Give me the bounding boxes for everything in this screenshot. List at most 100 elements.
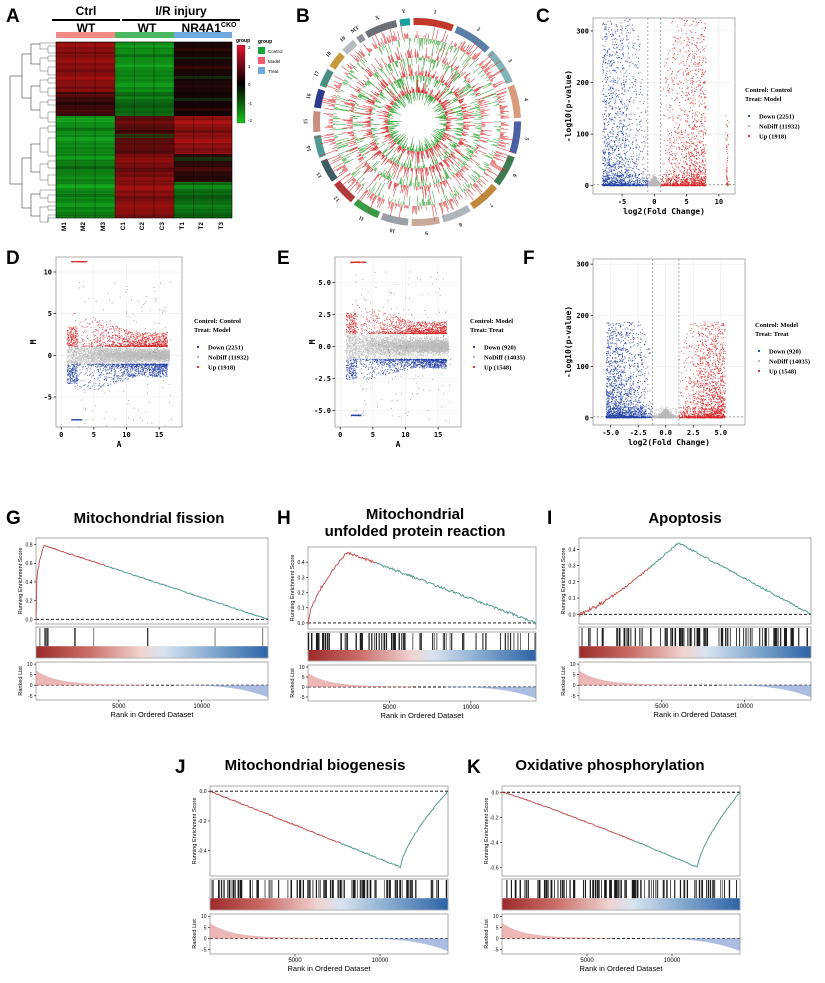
- rank-color-strip: [210, 898, 448, 910]
- rank-color-strip: [579, 646, 811, 658]
- chromosome-arc-9: [411, 216, 441, 226]
- chromosome-label-2: 2: [475, 26, 481, 33]
- panel-j-gsea: 5000 10000 0.0 -0.2 -0.4 -5 0 5 10 Rank in Ordere…: [178, 780, 458, 978]
- es-ytick-0.8: 0.8: [26, 543, 33, 549]
- legend-control: Control: Control: [745, 87, 792, 94]
- circos-ideogram: [313, 18, 521, 226]
- sample-label-c1: C1: [120, 222, 127, 231]
- es-curve-segment-1: [501, 791, 634, 841]
- es-curve-segment-2: [648, 542, 812, 615]
- chromosome-arc-14: [313, 134, 326, 158]
- ranked-ytick-5: 5: [204, 925, 207, 931]
- nr4a1-base: NR4A1: [182, 21, 221, 35]
- chromosome-label-11: 11: [358, 214, 366, 222]
- ranked-negative-area: [175, 685, 269, 698]
- ranked-ytick--5: -5: [202, 948, 207, 954]
- xtick-2.5: 2.5: [687, 429, 700, 437]
- panel-a-subheader-ctrl-wt: WT: [52, 21, 120, 35]
- panel-f-label: F: [523, 248, 535, 270]
- chromosome-arc-8: [441, 205, 471, 223]
- xtick-10: 10: [715, 198, 723, 206]
- colorbar-tick-m2: -2: [248, 118, 252, 123]
- ranked-ytick-10: 10: [201, 914, 207, 920]
- xtick-5.0: 5.0: [714, 429, 727, 437]
- es-ytick--0.4: -0.4: [198, 849, 207, 855]
- panel-i-gsea: 5000 10000 0.0 0.1 0.2 0.3 0.4 -5 0 5 10 Rank in Or…: [549, 532, 821, 722]
- chromosome-label-9: 9: [425, 229, 428, 235]
- es-panel-frame: [578, 537, 812, 625]
- chromosome-arc-3: [487, 50, 513, 85]
- data-points: [344, 261, 452, 423]
- sample-label-t1: T1: [179, 222, 186, 230]
- rank-color-strip: [308, 649, 536, 661]
- panel-j-label: J: [175, 757, 186, 779]
- data-points: [64, 260, 172, 428]
- chromosome-label-10: 10: [389, 226, 396, 233]
- panel-a-sample-labels: M1 M2 M3 C1 C2 C3 T1 T2 T3: [61, 222, 225, 231]
- ytick-100: 100: [576, 131, 589, 139]
- es-ytick-0.0: 0.0: [492, 790, 499, 796]
- panel-k-label: K: [467, 757, 481, 779]
- chromosome-arc-5: [509, 121, 521, 154]
- legend-control: Control: Model: [755, 322, 798, 329]
- ytick--5: -5: [44, 394, 52, 402]
- panel-f-volcano: -5.0 -2.5 0.0 2.5 5.0 0 100 200 300 log2(Fold Cha…: [533, 245, 825, 467]
- ranked-ytick-5: 5: [496, 925, 499, 931]
- chromosome-label-1: 1: [433, 10, 437, 16]
- chromosome-arc-15: [313, 111, 321, 133]
- gsea-y-axis-label-bottom: Ranked List: [561, 666, 567, 696]
- xtick-5000: 5000: [383, 705, 397, 711]
- es-ytick-0.4: 0.4: [26, 580, 33, 586]
- xtick-5: 5: [92, 431, 96, 439]
- y-axis-label: M: [29, 339, 38, 344]
- circos-track-4: [376, 79, 458, 165]
- xtick-10: 10: [401, 431, 409, 439]
- xtick-5: 5: [684, 198, 688, 206]
- xtick--5: -5: [618, 198, 626, 206]
- panel-i-title: Apoptosis: [560, 510, 810, 527]
- chromosome-label-15: 15: [303, 119, 309, 125]
- xtick-5000: 5000: [112, 704, 126, 710]
- ranked-ytick-0: 0: [573, 683, 576, 689]
- panel-j-title: Mitochondrial biogenesis: [190, 757, 440, 774]
- colorbar-tick-m1: -1: [248, 101, 252, 106]
- ytick-100: 100: [576, 363, 589, 371]
- xtick--5.0: -5.0: [602, 429, 619, 437]
- ranked-ytick-10: 10: [299, 665, 305, 671]
- ranked-panel-frame: [209, 913, 449, 955]
- chromosome-label-16: 16: [306, 93, 313, 100]
- hit-ticks: [506, 880, 738, 899]
- gsea-y-axis-label-top: Running Enrichment Score: [561, 548, 567, 615]
- gsea-y-axis-label-top: Running Enrichment Score: [192, 798, 198, 865]
- sample-label-c2: C2: [139, 222, 146, 231]
- es-panel-frame: [209, 785, 449, 877]
- ranked-ytick--5: -5: [28, 694, 33, 700]
- es-curve-segment-2: [105, 565, 269, 620]
- chromosome-label-19: 19: [339, 35, 347, 43]
- ytick-0.0: 0.0: [318, 343, 331, 351]
- gsea-y-axis-label-top: Running Enrichment Score: [290, 555, 296, 622]
- ranked-positive-area: [578, 670, 686, 686]
- es-curve-segment-1: [35, 544, 106, 620]
- panel-h-title-line1: Mitochondrial: [366, 506, 464, 523]
- es-curve-segment-2: [632, 791, 741, 868]
- ranked-ytick-0: 0: [204, 936, 207, 942]
- ytick-200: 200: [576, 79, 589, 87]
- x-axis-label: A: [117, 440, 122, 449]
- ranked-ytick-10: 10: [493, 914, 499, 920]
- panel-g-gsea: 5000 10000 0.0 0.2 0.4 0.6 0.8 -5 0 5 10 Rank in Or…: [6, 532, 278, 722]
- ytick--5.0: -5.0: [314, 407, 331, 415]
- chromosome-label-Y: Y: [401, 9, 406, 15]
- sample-label-m2: M2: [80, 222, 87, 231]
- chromosome-label-18: 18: [325, 51, 333, 59]
- chromosome-arc-13: [320, 158, 338, 182]
- es-ytick-0.4: 0.4: [298, 560, 305, 566]
- legend-treat: Treat: Model: [194, 327, 231, 334]
- sample-label-t3: T3: [218, 222, 225, 230]
- ytick--2.5: -2.5: [314, 375, 331, 383]
- panel-a-header-ir: I/R injury: [122, 4, 240, 18]
- xtick-0.0: 0.0: [659, 429, 672, 437]
- es-curve-segment-1: [578, 567, 650, 618]
- chromosome-arc-4: [507, 84, 521, 119]
- ranked-ytick-10: 10: [27, 662, 33, 668]
